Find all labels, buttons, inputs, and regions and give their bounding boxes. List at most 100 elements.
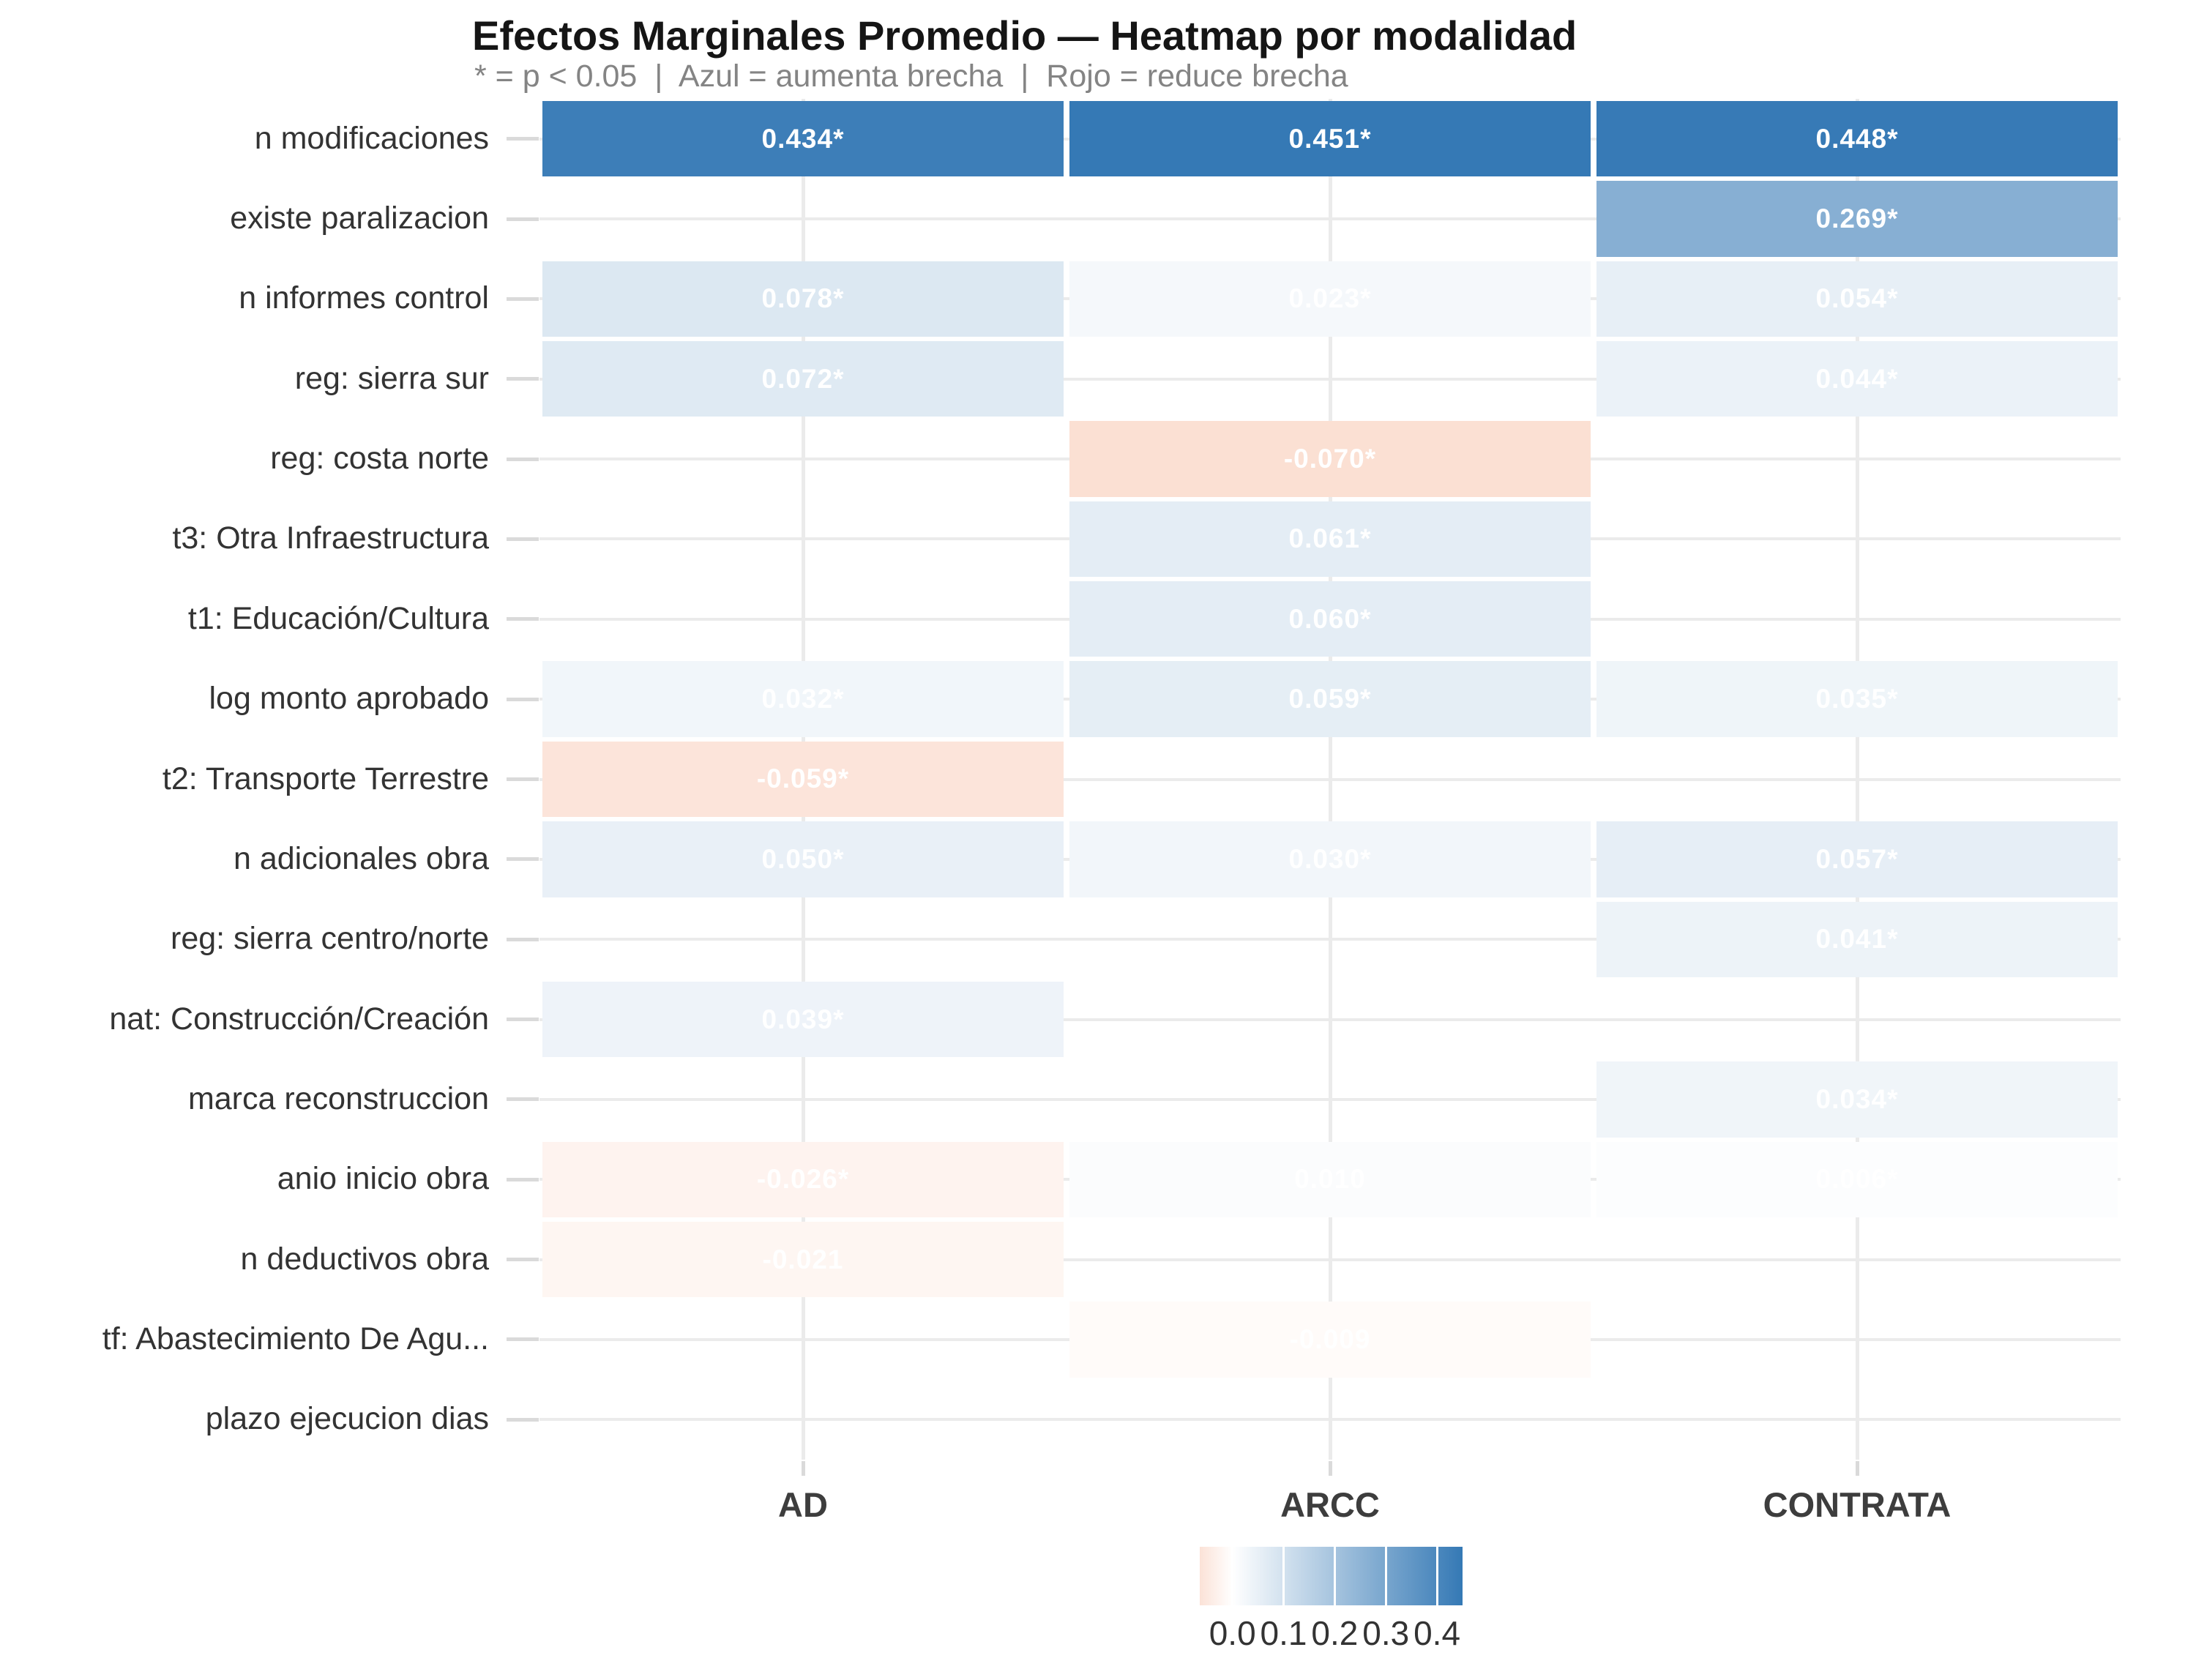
heatmap-cell: -0.059* xyxy=(542,741,1064,818)
legend-tick-mark xyxy=(1333,1547,1336,1605)
y-axis-tick xyxy=(507,377,539,381)
heatmap-cell-value: 0.006* xyxy=(1815,1164,1899,1195)
heatmap-cell: 0.035* xyxy=(1596,661,2118,737)
heatmap-cell-value: 0.039* xyxy=(761,1004,845,1034)
heatmap-cell-value: -0.026* xyxy=(756,1164,850,1195)
chart-title: Efectos Marginales Promedio — Heatmap po… xyxy=(472,12,1577,59)
heatmap-cell: 0.010 xyxy=(1069,1141,1591,1217)
y-axis-tick xyxy=(507,697,539,701)
heatmap-cell: 0.078* xyxy=(542,261,1064,337)
heatmap-cell: -0.021 xyxy=(542,1221,1064,1298)
heatmap-cell: 0.448* xyxy=(1596,101,2118,177)
y-axis-tick xyxy=(507,1417,539,1422)
heatmap-cell-value: 0.030* xyxy=(1288,843,1372,874)
x-axis-label: CONTRATA xyxy=(1763,1485,1952,1524)
heatmap-cell: 0.057* xyxy=(1596,821,2118,897)
legend-tick-mark xyxy=(1282,1547,1285,1605)
heatmap-cell: 0.061* xyxy=(1069,501,1591,578)
legend-tick-label: 0.2 xyxy=(1311,1614,1359,1652)
heatmap-cell-value: 0.451* xyxy=(1288,123,1372,154)
heatmap-cell-value: 0.041* xyxy=(1815,924,1899,955)
heatmap-cell-value: 0.044* xyxy=(1815,363,1899,394)
heatmap-cell-value: 0.032* xyxy=(761,684,845,714)
x-axis-tick xyxy=(801,1461,805,1476)
y-axis-label: t3: Otra Infraestructura xyxy=(172,520,489,556)
y-axis-label: nat: Construcción/Creación xyxy=(109,1001,489,1037)
x-axis-label: ARCC xyxy=(1280,1485,1380,1524)
y-axis-label: log monto aprobado xyxy=(209,681,489,717)
y-axis-tick xyxy=(507,1097,539,1102)
y-axis-label: marca reconstruccion xyxy=(187,1080,489,1116)
heatmap-cell-value: 0.060* xyxy=(1288,603,1372,634)
gridline-vertical xyxy=(1855,99,1859,1460)
heatmap-cell: 0.044* xyxy=(1596,341,2118,417)
y-axis-tick xyxy=(507,457,539,461)
y-axis-label: reg: sierra centro/norte xyxy=(171,921,489,957)
y-axis-label: t1: Educación/Cultura xyxy=(187,600,489,636)
heatmap-cell: -0.009 xyxy=(1069,1302,1591,1378)
x-axis-tick xyxy=(1855,1461,1859,1476)
heatmap-cell-value: 0.010 xyxy=(1294,1164,1366,1195)
y-axis-label: plazo ejecucion dias xyxy=(205,1401,489,1437)
heatmap-cell-value: 0.023* xyxy=(1288,283,1372,314)
y-axis-label: n modificaciones xyxy=(254,120,489,156)
heatmap-cell: -0.026* xyxy=(542,1141,1064,1217)
heatmap-cell: 0.030* xyxy=(1069,821,1591,897)
legend-tick-mark xyxy=(1231,1547,1234,1605)
heatmap-cell-value: -0.070* xyxy=(1283,444,1377,474)
y-axis-label: n informes control xyxy=(239,280,489,316)
heatmap-cell-value: 0.050* xyxy=(761,843,845,874)
y-axis-label: t2: Transporte Terrestre xyxy=(162,761,489,796)
legend-tick-label: 0.4 xyxy=(1413,1614,1461,1652)
chart-subtitle: * = p < 0.05 | Azul = aumenta brecha | R… xyxy=(474,59,1348,94)
heatmap-cell: 0.072* xyxy=(542,341,1064,417)
heatmap-cell: 0.006* xyxy=(1596,1141,2118,1217)
y-axis-label: n deductivos obra xyxy=(240,1241,489,1277)
y-axis-tick xyxy=(507,1018,539,1022)
heatmap-cell-value: 0.078* xyxy=(761,283,845,314)
y-axis-tick xyxy=(507,1258,539,1262)
heatmap-cell: 0.050* xyxy=(542,821,1064,897)
heatmap-cell: 0.054* xyxy=(1596,261,2118,337)
y-axis-label: tf: Abastecimiento De Agu... xyxy=(102,1321,489,1356)
y-axis-tick xyxy=(507,537,539,541)
heatmap-cell-value: 0.269* xyxy=(1815,204,1899,234)
y-axis-tick xyxy=(507,296,539,301)
legend-tick-label: 0.3 xyxy=(1362,1614,1410,1652)
heatmap-cell-value: 0.059* xyxy=(1288,684,1372,714)
heatmap-cell: 0.434* xyxy=(542,101,1064,177)
y-axis-label: anio inicio obra xyxy=(277,1161,489,1197)
heatmap-cell: 0.041* xyxy=(1596,901,2118,977)
heatmap-cell-value: -0.009 xyxy=(1289,1324,1371,1354)
heatmap-cell: 0.059* xyxy=(1069,661,1591,737)
y-axis-label: reg: sierra sur xyxy=(294,360,489,396)
heatmap-cell: 0.032* xyxy=(542,661,1064,737)
x-axis-label: AD xyxy=(778,1485,828,1524)
heatmap-cell-value: 0.035* xyxy=(1815,684,1899,714)
heatmap-cell-value: 0.061* xyxy=(1288,523,1372,554)
legend-tick-label: 0.1 xyxy=(1260,1614,1307,1652)
heatmap-cell-value: 0.072* xyxy=(761,363,845,394)
y-axis-tick xyxy=(507,617,539,621)
heatmap-cell: -0.070* xyxy=(1069,421,1591,497)
y-axis-tick xyxy=(507,217,539,221)
y-axis-tick xyxy=(507,857,539,862)
y-axis-tick xyxy=(507,1337,539,1342)
heatmap-cell: 0.034* xyxy=(1596,1061,2118,1138)
y-axis-tick xyxy=(507,137,539,141)
heatmap-panel: 0.434* 0.451* 0.448* 0.269* 0.078* 0.023* 0.05… xyxy=(539,99,2121,1460)
heatmap-cell: 0.060* xyxy=(1069,581,1591,657)
heatmap-cell-value: 0.054* xyxy=(1815,283,1899,314)
y-axis-tick xyxy=(507,777,539,781)
heatmap-cell-value: 0.034* xyxy=(1815,1083,1899,1114)
heatmap-cell: 0.269* xyxy=(1596,181,2118,257)
heatmap-cell: 0.023* xyxy=(1069,261,1591,337)
legend-tick-mark xyxy=(1435,1547,1438,1605)
heatmap-cell-value: -0.059* xyxy=(756,764,850,794)
heatmap-cell-value: -0.021 xyxy=(762,1244,844,1274)
heatmap-cell: 0.451* xyxy=(1069,101,1591,177)
y-axis-label: n adicionales obra xyxy=(233,840,489,876)
legend-tick-label: 0.0 xyxy=(1209,1614,1256,1652)
heatmap-cell: 0.039* xyxy=(542,981,1064,1058)
